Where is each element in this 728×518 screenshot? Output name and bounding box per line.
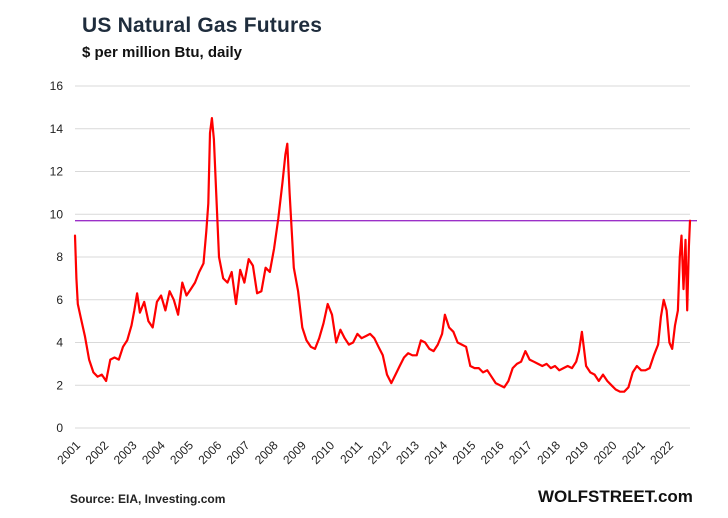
source-note: Source: EIA, Investing.com	[70, 492, 226, 506]
y-axis-ticks: 0 2 4 6 8 10 12 14 16	[50, 79, 64, 435]
x-tick-label: 2002	[83, 438, 112, 467]
y-tick-label: 16	[50, 79, 64, 93]
y-tick-label: 0	[56, 421, 63, 435]
x-tick-label: 2004	[139, 438, 168, 467]
x-tick-label: 2001	[54, 438, 83, 467]
y-tick-label: 4	[56, 336, 63, 350]
chart-subtitle: $ per million Btu, daily	[82, 44, 243, 61]
x-axis-ticks: 2001 2002 2003 2004 2005 2006 2007 2008 2009 2010…	[54, 438, 676, 467]
series-line	[73, 116, 692, 393]
y-tick-label: 14	[50, 122, 64, 136]
x-tick-label: 2012	[365, 438, 394, 467]
chart-title: US Natural Gas Futures	[82, 14, 323, 37]
x-tick-label: 2010	[308, 438, 337, 467]
y-tick-label: 6	[56, 293, 63, 307]
x-tick-label: 2006	[196, 438, 225, 467]
x-tick-label: 2019	[563, 438, 592, 467]
y-tick-label: 10	[50, 207, 64, 221]
x-tick-label: 2007	[224, 438, 253, 467]
x-tick-label: 2016	[478, 438, 507, 467]
series-group	[73, 116, 692, 393]
x-tick-label: 2005	[167, 438, 196, 467]
y-tick-label: 12	[50, 165, 64, 179]
x-tick-label: 2017	[506, 438, 535, 467]
x-tick-label: 2013	[393, 438, 422, 467]
x-tick-label: 2015	[450, 438, 479, 467]
brand-logo-text: WOLFSTREET.com	[538, 487, 693, 506]
y-tick-label: 8	[56, 250, 63, 264]
x-tick-label: 2008	[252, 438, 281, 467]
x-tick-label: 2014	[421, 438, 450, 467]
gridlines	[75, 85, 690, 429]
y-tick-label: 2	[56, 378, 63, 392]
x-tick-label: 2003	[111, 438, 140, 467]
x-tick-label: 2018	[534, 438, 563, 467]
x-tick-label: 2011	[337, 438, 365, 466]
x-tick-label: 2020	[591, 438, 620, 467]
x-tick-label: 2022	[647, 438, 676, 467]
x-tick-label: 2009	[280, 438, 309, 467]
x-tick-label: 2021	[619, 438, 648, 467]
